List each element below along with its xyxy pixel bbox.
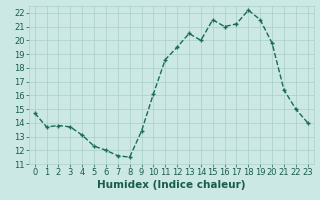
X-axis label: Humidex (Indice chaleur): Humidex (Indice chaleur): [97, 180, 245, 190]
